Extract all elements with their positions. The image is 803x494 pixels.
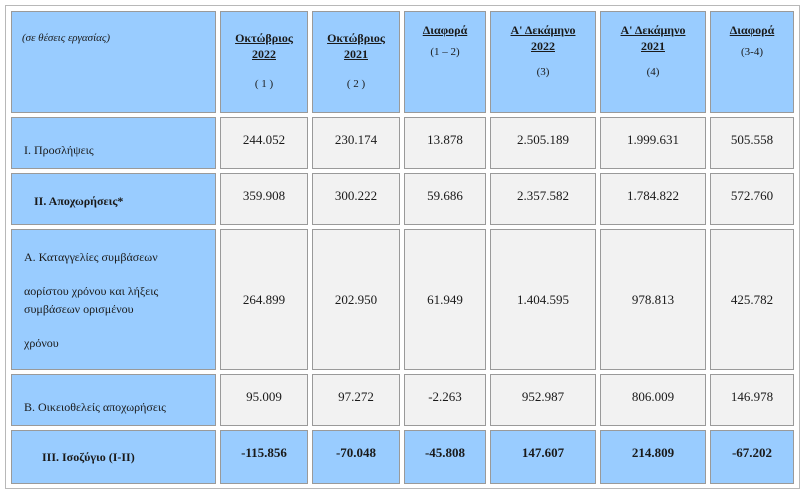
- table-cell: 13.878: [404, 117, 486, 169]
- table-cell: 59.686: [404, 173, 486, 225]
- col-title: Α' Δεκάμηνο: [620, 23, 686, 37]
- col-header-10m-2021: Α' Δεκάμηνο 2021 (4): [600, 11, 706, 113]
- table-cell: -115.856: [220, 430, 308, 484]
- table-cell: -45.808: [404, 430, 486, 484]
- row-label-departures: ΙΙ. Αποχωρήσεις*: [11, 173, 216, 225]
- table-cell: -2.263: [404, 374, 486, 426]
- table-cell: 2.357.582: [490, 173, 596, 225]
- table-cell: 147.607: [490, 430, 596, 484]
- col-index: ( 1 ): [254, 78, 274, 90]
- col-header-10m-2022: Α' Δεκάμηνο 2022 (3): [490, 11, 596, 113]
- table-cell: 300.222: [312, 173, 400, 225]
- units-note: (σε θέσεις εργασίας): [11, 11, 216, 113]
- row-label-dismissals: Α. Καταγγελίες συμβάσεων αορίστου χρόνου…: [11, 229, 216, 370]
- col-year: 2022: [531, 39, 555, 53]
- col-title: Διαφορά: [422, 23, 468, 37]
- table-cell: 425.782: [710, 229, 794, 370]
- col-year: 2021: [641, 39, 665, 53]
- label-line: αορίστου χρόνου και λήξεις: [24, 284, 159, 298]
- col-index: (3): [536, 66, 550, 78]
- col-header-diff-1-2: Διαφορά (1 – 2): [404, 11, 486, 113]
- employment-table: (σε θέσεις εργασίας) Οκτώβριος 2022 ( 1 …: [5, 5, 800, 489]
- label-line: Α. Καταγγελίες συμβάσεων: [24, 250, 158, 264]
- table-cell: 806.009: [600, 374, 706, 426]
- col-title: Οκτώβριος: [235, 31, 293, 45]
- table-cell: 978.813: [600, 229, 706, 370]
- col-year: 2022: [252, 47, 276, 61]
- col-title: Διαφορά: [729, 23, 775, 37]
- col-title: Οκτώβριος: [327, 31, 385, 45]
- table-cell: 244.052: [220, 117, 308, 169]
- table-cell: 359.908: [220, 173, 308, 225]
- col-index: (3-4): [741, 46, 763, 58]
- col-year: 2021: [344, 47, 368, 61]
- col-index: ( 2 ): [346, 78, 366, 90]
- table-cell: 2.505.189: [490, 117, 596, 169]
- table-cell: 230.174: [312, 117, 400, 169]
- table-cell: 95.009: [220, 374, 308, 426]
- table-cell: 146.978: [710, 374, 794, 426]
- col-header-oct-2022: Οκτώβριος 2022 ( 1 ): [220, 11, 308, 113]
- col-header-oct-2021: Οκτώβριος 2021 ( 2 ): [312, 11, 400, 113]
- col-header-diff-3-4: Διαφορά (3-4): [710, 11, 794, 113]
- table-cell: 1.404.595: [490, 229, 596, 370]
- row-label-hires: Ι. Προσλήψεις: [11, 117, 216, 169]
- table-cell: 1.999.631: [600, 117, 706, 169]
- table-cell: -70.048: [312, 430, 400, 484]
- col-title: Α' Δεκάμηνο: [510, 23, 576, 37]
- row-label-voluntary: Β. Οικειοθελείς αποχωρήσεις: [11, 374, 216, 426]
- table-cell: 1.784.822: [600, 173, 706, 225]
- row-label-balance: ΙΙΙ. Ισοζύγιο (Ι-ΙΙ): [11, 430, 216, 484]
- label-line: συμβάσεων ορισμένου: [24, 302, 134, 316]
- col-index: (1 – 2): [430, 46, 460, 58]
- table-cell: 97.272: [312, 374, 400, 426]
- table-cell: 952.987: [490, 374, 596, 426]
- table-cell: 202.950: [312, 229, 400, 370]
- table-cell: 505.558: [710, 117, 794, 169]
- label-line: χρόνου: [24, 336, 59, 350]
- table-cell: -67.202: [710, 430, 794, 484]
- table-cell: 264.899: [220, 229, 308, 370]
- table-cell: 214.809: [600, 430, 706, 484]
- table-cell: 61.949: [404, 229, 486, 370]
- table-cell: 572.760: [710, 173, 794, 225]
- col-index: (4): [646, 66, 660, 78]
